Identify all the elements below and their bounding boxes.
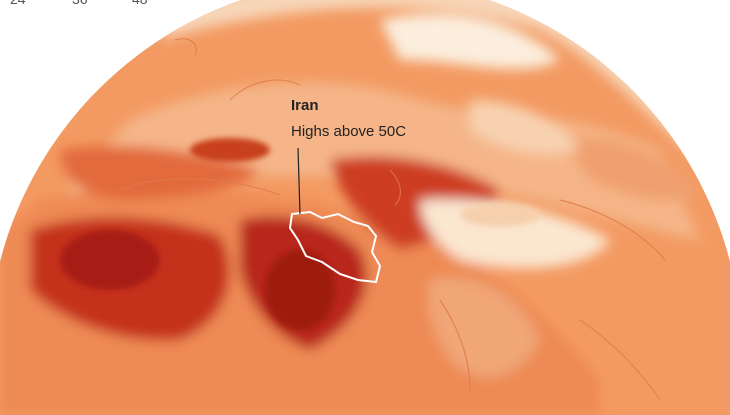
annotation-title: Iran <box>291 97 319 114</box>
legend-label: 24 <box>10 0 26 7</box>
leader-line <box>297 147 301 215</box>
hot-spots <box>60 138 540 330</box>
legend-label: 36 <box>72 0 88 7</box>
annotation-text: Highs above 50C <box>291 123 406 140</box>
coastline <box>119 38 666 401</box>
legend-label: 48 <box>132 0 148 7</box>
iran-outline <box>288 210 382 284</box>
